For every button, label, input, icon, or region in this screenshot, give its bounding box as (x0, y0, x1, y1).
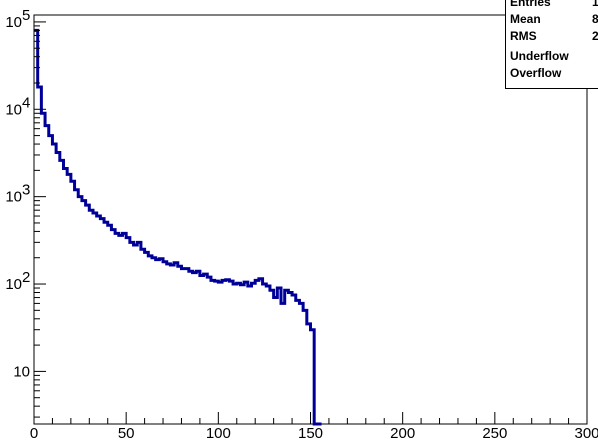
stats-value: 1 (592, 0, 598, 9)
y-tick-exponent: 5 (22, 7, 30, 24)
y-tick-label: 10 (5, 276, 22, 293)
y-tick-label: 10 (13, 363, 30, 380)
y-tick-exponent: 2 (22, 269, 30, 286)
x-tick-label: 100 (206, 425, 231, 442)
x-tick-label: 300 (574, 425, 598, 442)
stats-value: 2 (592, 29, 598, 43)
stats-label: Entries (510, 0, 551, 9)
stats-label: RMS (510, 29, 537, 43)
y-tick-label: 10 (5, 14, 22, 31)
y-tick-label: 10 (5, 101, 22, 118)
stats-value: 8 (592, 12, 598, 26)
histogram-line (34, 28, 322, 426)
stats-label: Overflow (510, 66, 562, 80)
stats-label: Underflow (510, 49, 569, 63)
x-tick-label: 150 (298, 425, 323, 442)
x-tick-label: 50 (118, 425, 135, 442)
x-tick-label: 0 (30, 425, 38, 442)
y-tick-label: 10 (5, 189, 22, 206)
x-tick-label: 250 (482, 425, 507, 442)
y-tick-exponent: 3 (22, 182, 30, 199)
y-tick-exponent: 4 (22, 94, 30, 111)
stats-label: Mean (510, 12, 541, 26)
stats-box: Entries 1 Mean 8 RMS 2 Underflow Overflo… (505, 0, 598, 89)
x-tick-label: 200 (390, 425, 415, 442)
